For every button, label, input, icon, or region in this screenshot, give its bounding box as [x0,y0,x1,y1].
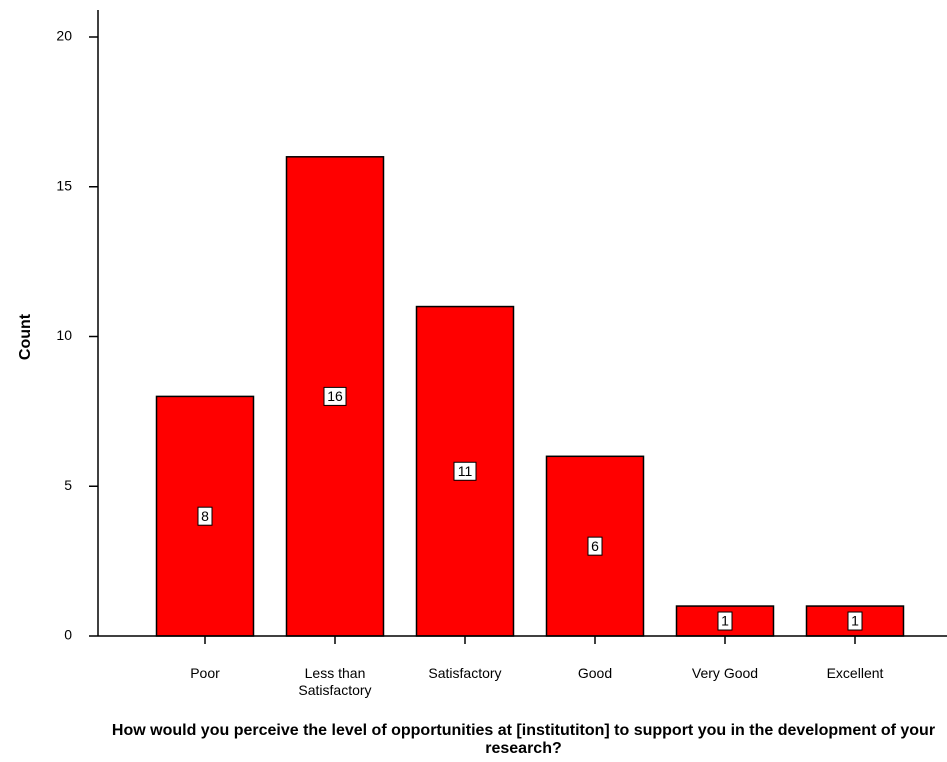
x-tick-label: Satisfactory [428,665,501,681]
x-tick-label: Good [578,665,612,681]
x-axis-label: How would you perceive the level of oppo… [111,722,936,757]
y-axis-label: Count [17,313,34,360]
data-label-box [717,611,733,631]
x-tick-label: Excellent [827,665,884,681]
data-label: 1 [851,613,859,629]
y-tick-label: 0 [64,627,72,643]
bar [415,305,515,637]
y-tick-label: 15 [56,177,72,193]
data-label: 11 [458,463,473,479]
y-tick-label: 5 [64,477,72,493]
x-tick-label: Very Good [692,665,758,681]
bar-group: 1 [805,605,905,637]
bar-group: 16 [285,156,385,637]
data-label-box [323,386,347,406]
x-tick-label: Poor [190,665,220,681]
x-axis: Poor Less than Satisfactory Satisfactory Goo… [98,635,947,698]
data-label: 16 [327,388,343,404]
data-label: 1 [721,613,729,629]
y-tick-label: 20 [56,28,72,44]
bar-group: 8 [155,395,255,637]
data-label-box [587,536,603,556]
y-tick-label: 10 [56,327,72,343]
x-tick-label: Less than Satisfactory [298,665,371,698]
bar-group: 6 [545,455,645,637]
data-label: 6 [591,538,599,554]
y-axis: 0 5 10 15 20 [56,10,99,643]
data-label-box [847,611,863,631]
data-label: 8 [201,508,209,524]
bar-group: 1 [675,605,775,637]
bar-group: 11 [415,305,515,637]
data-label-box [453,461,477,481]
data-label-box [197,506,213,526]
